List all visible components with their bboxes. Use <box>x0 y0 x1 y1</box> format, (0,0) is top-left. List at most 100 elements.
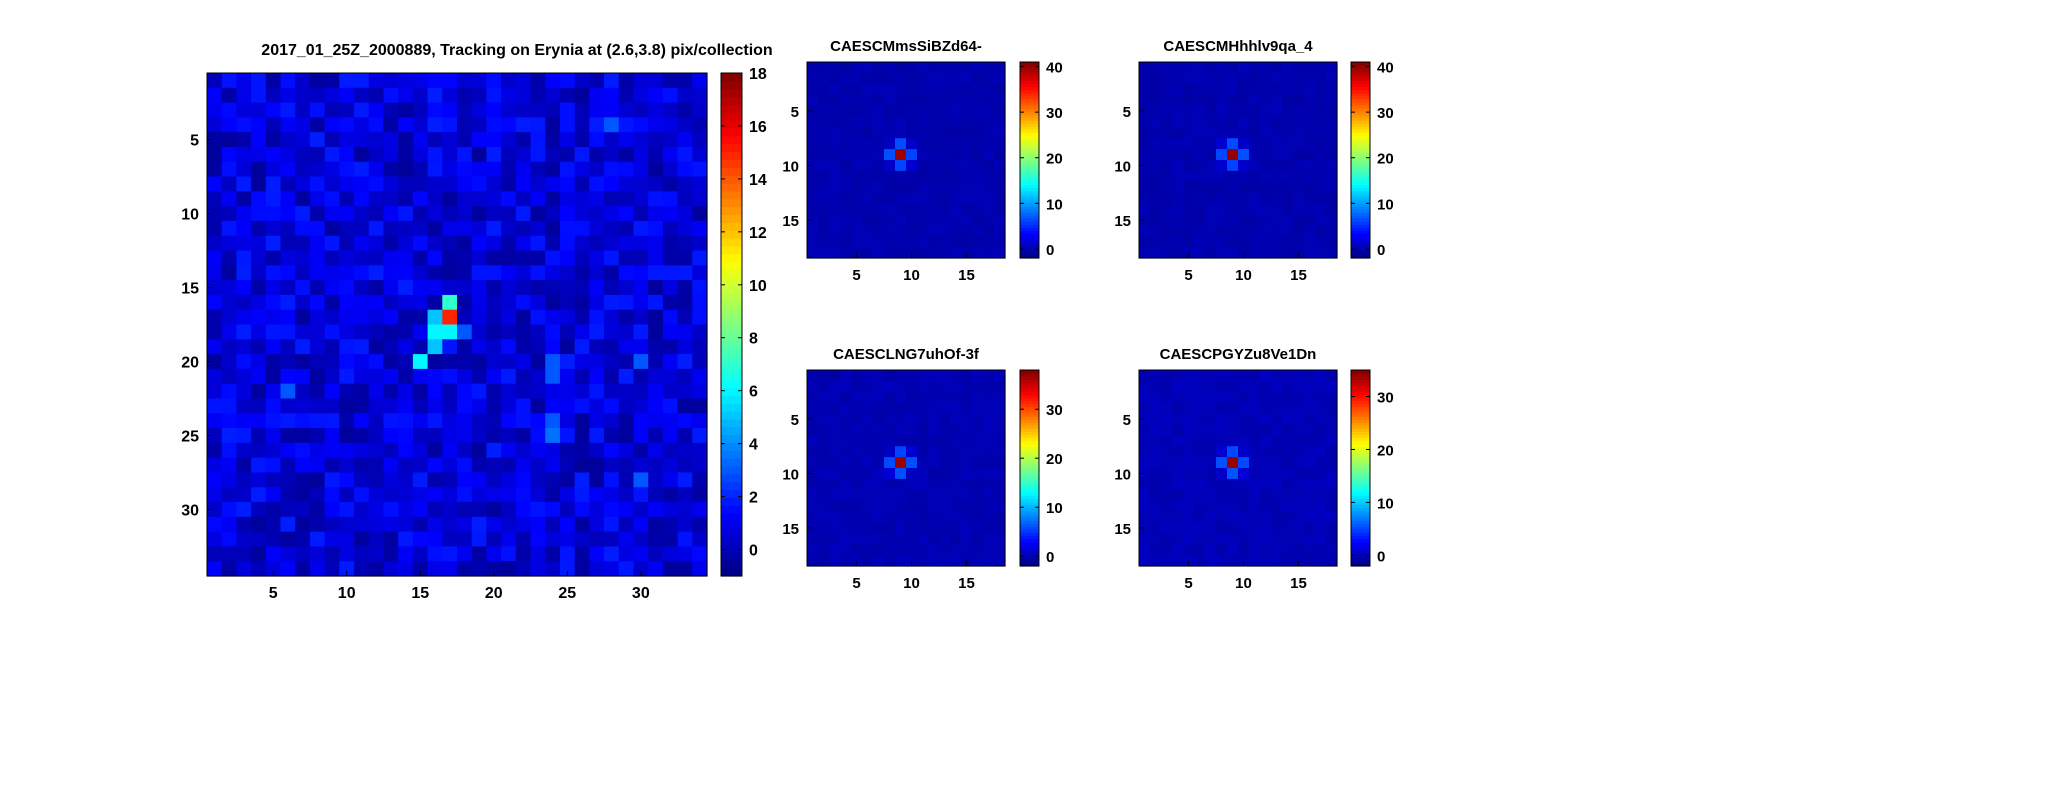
heatmap-cell <box>1161 116 1173 128</box>
heatmap-cell <box>1271 127 1283 139</box>
heatmap-cell <box>1238 236 1250 248</box>
heatmap-cell <box>983 555 995 567</box>
heatmap-cell <box>295 73 311 89</box>
heatmap-cell <box>1315 83 1327 96</box>
heatmap-cell <box>862 105 874 118</box>
heatmap-cell <box>309 280 326 296</box>
heatmap-cell <box>1205 170 1217 183</box>
heatmap-cell <box>530 117 546 133</box>
heatmap-cell <box>983 457 995 469</box>
colorbar-segment <box>1020 233 1039 238</box>
heatmap-cell <box>906 214 918 226</box>
heatmap-cell <box>530 413 546 429</box>
heatmap-cell <box>354 161 370 178</box>
heatmap-cell <box>939 424 951 436</box>
heatmap-cell <box>677 398 693 414</box>
heatmap-cell <box>1304 522 1316 534</box>
heatmap-cell <box>236 206 252 222</box>
heatmap-cell <box>618 220 635 237</box>
colorbar-tick-label: 20 <box>1046 451 1063 468</box>
heatmap-cell <box>1238 435 1250 447</box>
heatmap-cell <box>1315 489 1327 502</box>
heatmap-cell <box>677 220 693 237</box>
heatmap-cell <box>559 339 576 355</box>
colorbar-segment <box>1351 156 1370 161</box>
heatmap-cell <box>939 116 951 128</box>
colorbar-segment <box>1351 535 1370 540</box>
heatmap-cell <box>457 220 473 237</box>
colorbar-segment <box>721 410 742 420</box>
heatmap-cell <box>818 149 830 161</box>
heatmap-cell <box>1326 522 1338 534</box>
heatmap-cell <box>515 146 532 163</box>
heatmap-cell <box>471 561 488 577</box>
heatmap-cell <box>928 544 940 556</box>
heatmap-cell <box>309 102 326 118</box>
heatmap-cell <box>648 546 664 562</box>
heatmap-cell <box>1216 62 1228 74</box>
heatmap-cell <box>1315 116 1327 128</box>
heatmap-cell <box>862 225 874 237</box>
heatmap-cell <box>818 511 830 524</box>
heatmap-cell <box>412 206 429 222</box>
heatmap-cell <box>1150 247 1162 259</box>
heatmap-cell <box>648 502 664 518</box>
heatmap-cells <box>1139 62 1338 259</box>
heatmap-cell <box>1282 225 1294 237</box>
heatmap-cell <box>1293 247 1305 259</box>
heatmap-cell <box>354 324 370 340</box>
heatmap-cell <box>457 561 473 577</box>
heatmap-cell <box>251 502 267 518</box>
heatmap-cell <box>486 191 502 207</box>
heatmap-cell <box>1282 511 1294 524</box>
heatmap-cell <box>1238 511 1250 524</box>
heatmap-cell <box>1205 105 1217 118</box>
heatmap-cell <box>545 73 561 89</box>
heatmap-cell <box>1293 478 1305 491</box>
heatmap-cell <box>1227 500 1239 513</box>
heatmap-cell <box>501 354 517 370</box>
heatmap-cell <box>530 294 546 311</box>
heatmap-cell <box>633 280 649 296</box>
heatmap-cell <box>368 561 385 577</box>
heatmap-cell <box>604 102 620 118</box>
heatmap-cell <box>1304 94 1316 107</box>
heatmap-cell <box>368 73 385 89</box>
colorbar-segment <box>1351 474 1370 478</box>
heatmap-cell <box>1260 380 1272 393</box>
heatmap-cell <box>280 457 296 474</box>
heatmap-cell <box>1205 457 1217 469</box>
heatmap-cell <box>309 487 326 503</box>
heatmap-cell <box>1161 402 1173 415</box>
heatmap-cell <box>486 442 502 459</box>
heatmap-cell <box>530 398 546 414</box>
heatmap-cell <box>1139 468 1151 480</box>
y-tick-label: 5 <box>1123 104 1131 121</box>
heatmap-cell <box>1183 203 1195 216</box>
heatmap-cell <box>917 160 929 172</box>
heatmap-cell <box>501 383 517 400</box>
heatmap-cell <box>457 117 473 133</box>
heatmap-cell <box>559 161 576 178</box>
heatmap-cell <box>677 161 693 178</box>
heatmap-cell <box>972 138 984 150</box>
heatmap-cell <box>442 280 458 296</box>
colorbar-segment <box>1351 529 1370 533</box>
heatmap-cell <box>983 446 995 458</box>
colorbar-segment <box>1020 541 1039 546</box>
heatmap-cell <box>950 214 962 226</box>
heatmap-cell <box>1282 413 1294 426</box>
heatmap-cell <box>840 203 852 216</box>
heatmap-cell <box>442 324 458 340</box>
heatmap-cell <box>1172 391 1184 404</box>
colorbar-tick-label: 20 <box>1046 151 1063 168</box>
heatmap-cell <box>928 127 940 139</box>
heatmap-cell <box>1161 533 1173 545</box>
colorbar-segment <box>721 88 742 98</box>
heatmap-cell <box>851 511 863 524</box>
heatmap-cell <box>677 531 693 548</box>
heatmap-cell <box>1172 435 1184 447</box>
heatmap-cell <box>427 235 443 252</box>
heatmap-cell <box>807 192 819 205</box>
heatmap-cell <box>972 236 984 248</box>
